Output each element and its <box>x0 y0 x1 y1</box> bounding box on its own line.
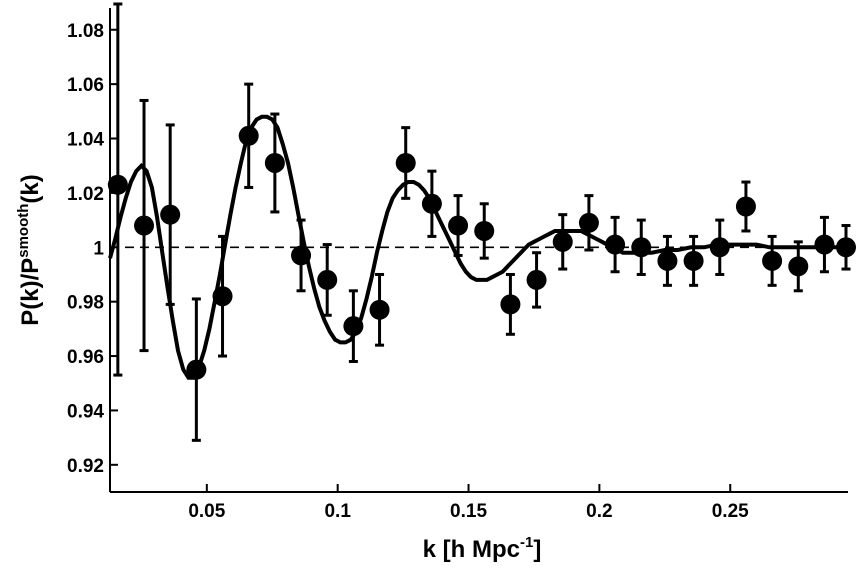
data-point <box>526 251 547 309</box>
data-marker <box>186 359 207 380</box>
data-marker <box>238 125 259 146</box>
data-marker <box>369 299 390 320</box>
data-marker <box>395 152 416 173</box>
data-marker <box>291 245 312 266</box>
data-point <box>448 194 469 257</box>
data-marker <box>160 204 181 225</box>
x-axis-title-tail: ] <box>533 536 541 563</box>
y-tick-label: 1.06 <box>67 75 104 96</box>
data-point <box>657 234 678 287</box>
data-marker <box>605 234 626 255</box>
data-marker <box>631 237 652 258</box>
data-marker <box>578 212 599 233</box>
data-points <box>107 2 856 442</box>
data-marker <box>317 269 338 290</box>
x-ticks: 0.05 0.1 0.15 0.2 0.25 <box>188 484 749 522</box>
data-marker <box>107 174 128 195</box>
data-point <box>395 126 416 200</box>
x-tick-label: 0.25 <box>712 501 749 522</box>
data-marker <box>134 215 155 236</box>
data-point <box>343 289 364 363</box>
data-marker <box>526 269 547 290</box>
data-point <box>578 194 599 252</box>
y-tick-label: 0.96 <box>67 347 104 368</box>
data-point <box>788 240 809 293</box>
data-point <box>186 297 207 442</box>
data-point <box>291 218 312 293</box>
y-tick-label: 1.08 <box>67 21 104 42</box>
x-axis-title: k [h Mpc-1] <box>423 534 542 563</box>
data-point <box>317 243 338 317</box>
y-tick-label: 1.04 <box>67 130 104 151</box>
data-point <box>107 2 128 377</box>
data-point <box>238 82 259 189</box>
data-point <box>762 234 783 287</box>
data-marker <box>836 237 856 258</box>
data-marker <box>500 294 521 315</box>
data-marker <box>709 237 730 258</box>
x-tick-label: 0.1 <box>324 501 351 522</box>
data-marker <box>657 250 678 271</box>
y-axis-title: P(k)/Psmooth(k) <box>15 174 44 326</box>
y-axis-title-sup: smooth <box>15 204 32 258</box>
data-point <box>683 234 704 287</box>
data-marker <box>343 316 364 337</box>
y-tick-label: 1.02 <box>67 184 104 205</box>
y-tick-label: 1 <box>93 238 104 259</box>
data-marker <box>814 234 835 255</box>
data-point <box>134 98 155 353</box>
data-point <box>552 213 573 271</box>
data-marker <box>264 152 285 173</box>
data-point <box>709 218 730 276</box>
data-marker <box>474 220 495 241</box>
data-point <box>836 224 856 271</box>
y-axis-title-tail: (k) <box>17 174 44 203</box>
x-tick-label: 0.2 <box>586 501 612 522</box>
x-tick-label: 0.05 <box>188 501 225 522</box>
data-point <box>631 218 652 276</box>
data-marker <box>421 193 442 214</box>
data-point <box>264 112 285 214</box>
x-axis-title-base: k [h Mpc <box>423 536 520 563</box>
y-axis-title-base: P(k)/P <box>17 258 44 326</box>
y-tick-label: 0.94 <box>67 401 104 422</box>
data-point <box>421 169 442 238</box>
data-point <box>212 234 233 358</box>
data-marker <box>683 250 704 271</box>
data-point <box>369 272 390 347</box>
y-tick-label: 0.92 <box>67 456 104 477</box>
plot-frame <box>109 8 848 493</box>
data-marker <box>448 215 469 236</box>
data-point <box>605 215 626 274</box>
data-marker <box>212 286 233 307</box>
y-tick-label: 0.98 <box>67 293 104 314</box>
data-marker <box>762 250 783 271</box>
data-marker <box>788 256 809 277</box>
data-point <box>814 215 835 274</box>
data-point <box>474 202 495 260</box>
data-point <box>500 272 521 336</box>
x-tick-label: 0.15 <box>450 501 487 522</box>
data-marker <box>552 231 573 252</box>
data-marker <box>735 196 756 217</box>
data-point <box>160 123 181 306</box>
data-point <box>735 180 756 233</box>
x-axis-title-sup: -1 <box>520 534 533 551</box>
